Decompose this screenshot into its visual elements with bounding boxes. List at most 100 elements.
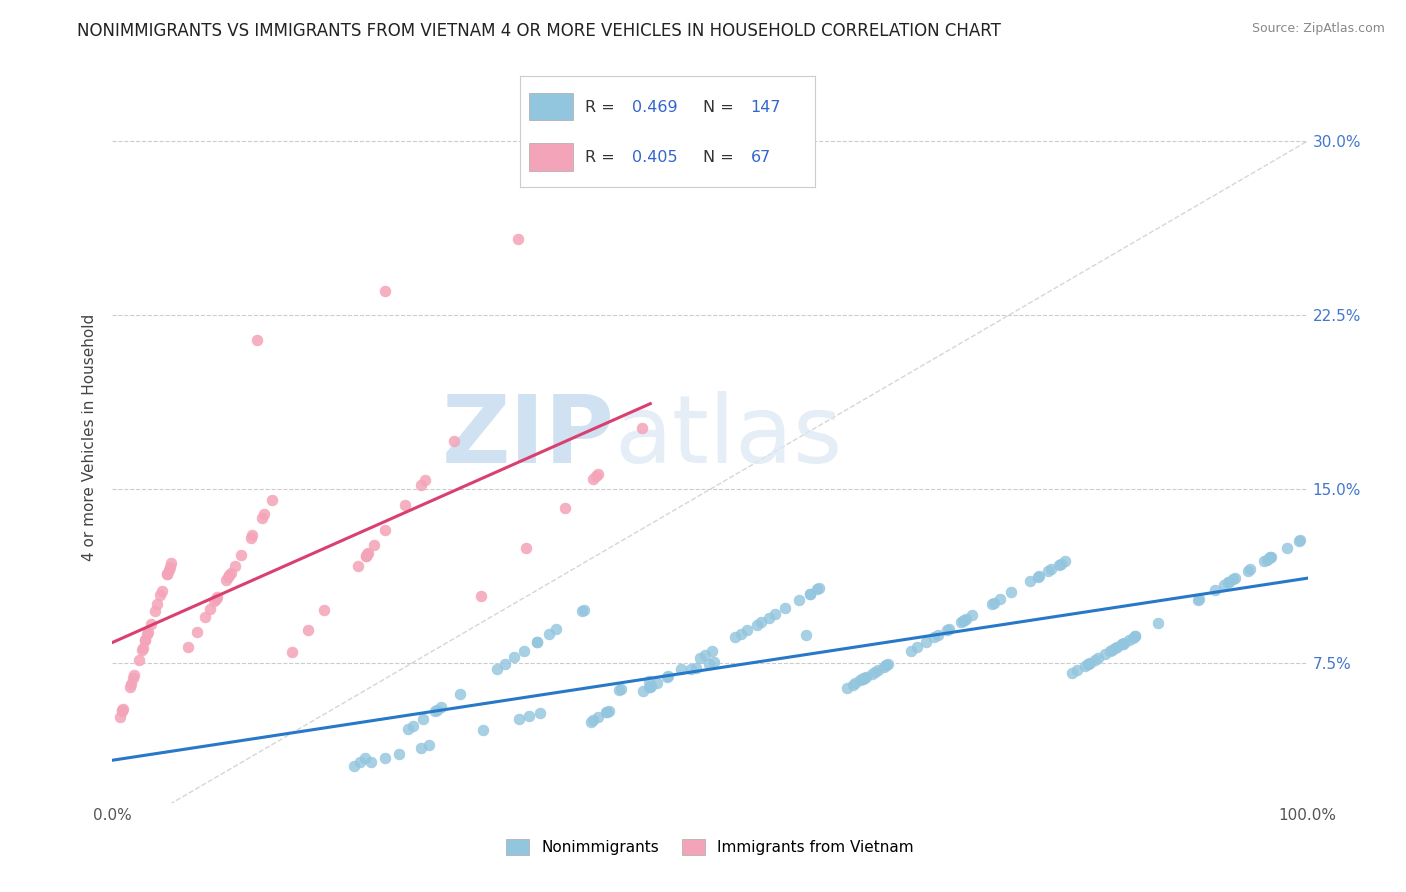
Point [108, 710, 131, 724]
Point [240, 528, 263, 542]
Point [1218, 574, 1240, 589]
Point [156, 566, 179, 581]
Point [508, 232, 530, 246]
Point [486, 662, 509, 676]
Point [875, 658, 897, 673]
Point [205, 591, 228, 606]
Point [669, 662, 692, 676]
Point [149, 588, 172, 602]
Point [849, 673, 872, 688]
Y-axis label: 4 or more Vehicles in Household: 4 or more Vehicles in Household [82, 313, 97, 561]
Point [1122, 631, 1144, 645]
Point [128, 652, 150, 666]
Point [1187, 592, 1209, 607]
Point [983, 596, 1005, 610]
Text: atlas: atlas [614, 391, 842, 483]
Point [218, 568, 240, 582]
Point [239, 531, 262, 545]
Point [596, 705, 619, 719]
Point [1000, 585, 1022, 599]
Point [1218, 574, 1240, 589]
Point [915, 635, 938, 649]
Point [806, 582, 828, 597]
Point [111, 702, 134, 716]
Text: ZIP: ZIP [441, 391, 614, 483]
Point [679, 662, 702, 676]
Point [799, 587, 821, 601]
Point [905, 640, 928, 655]
Point [394, 498, 416, 512]
Point [981, 597, 1004, 611]
Bar [529, 93, 574, 120]
Point [402, 719, 425, 733]
Point [655, 670, 678, 684]
Point [131, 643, 153, 657]
Point [855, 670, 877, 684]
Point [374, 284, 396, 298]
Point [134, 633, 156, 648]
Point [758, 610, 780, 624]
Point [581, 714, 603, 728]
Point [689, 650, 711, 665]
Point [842, 677, 865, 691]
Point [844, 676, 866, 690]
Point [697, 657, 720, 671]
Point [363, 538, 385, 552]
Point [724, 630, 747, 644]
Text: 0.405: 0.405 [633, 150, 678, 165]
Point [132, 641, 155, 656]
Point [773, 601, 796, 615]
Point [1078, 656, 1101, 670]
Point [640, 679, 662, 693]
Point [1084, 653, 1107, 667]
Point [585, 469, 607, 483]
Point [224, 558, 246, 573]
Point [1060, 666, 1083, 681]
Point [953, 613, 976, 627]
Point [1236, 564, 1258, 578]
Point [387, 747, 409, 762]
Point [873, 659, 896, 673]
Point [745, 617, 768, 632]
Point [703, 655, 725, 669]
Point [134, 633, 156, 648]
Point [1107, 640, 1129, 654]
Point [120, 677, 142, 691]
Point [111, 704, 134, 718]
Point [1053, 554, 1076, 568]
Point [572, 603, 595, 617]
Point [1204, 582, 1226, 597]
Point [582, 472, 605, 486]
Point [159, 560, 181, 574]
Point [730, 627, 752, 641]
Text: N =: N = [703, 100, 740, 114]
Point [638, 680, 661, 694]
Point [1288, 533, 1310, 548]
Point [526, 635, 548, 649]
Point [143, 604, 166, 618]
Point [877, 657, 900, 672]
Point [354, 549, 377, 563]
Text: Source: ZipAtlas.com: Source: ZipAtlas.com [1251, 22, 1385, 36]
Point [595, 706, 617, 720]
Point [1073, 658, 1095, 673]
Point [429, 700, 451, 714]
Point [1026, 570, 1049, 584]
Point [749, 615, 772, 630]
Point [354, 751, 377, 765]
Text: NONIMMIGRANTS VS IMMIGRANTS FROM VIETNAM 4 OR MORE VEHICLES IN HOUSEHOLD CORRELA: NONIMMIGRANTS VS IMMIGRANTS FROM VIETNAM… [77, 22, 1001, 40]
Point [952, 614, 974, 628]
Point [631, 421, 654, 435]
Point [374, 751, 396, 765]
Point [988, 592, 1011, 607]
Point [343, 759, 366, 773]
Point [1257, 551, 1279, 566]
Point [851, 672, 873, 686]
Point [198, 602, 221, 616]
Point [136, 625, 159, 640]
Point [1094, 647, 1116, 661]
Point [900, 644, 922, 658]
Point [118, 680, 141, 694]
Point [799, 586, 821, 600]
Point [529, 706, 551, 720]
